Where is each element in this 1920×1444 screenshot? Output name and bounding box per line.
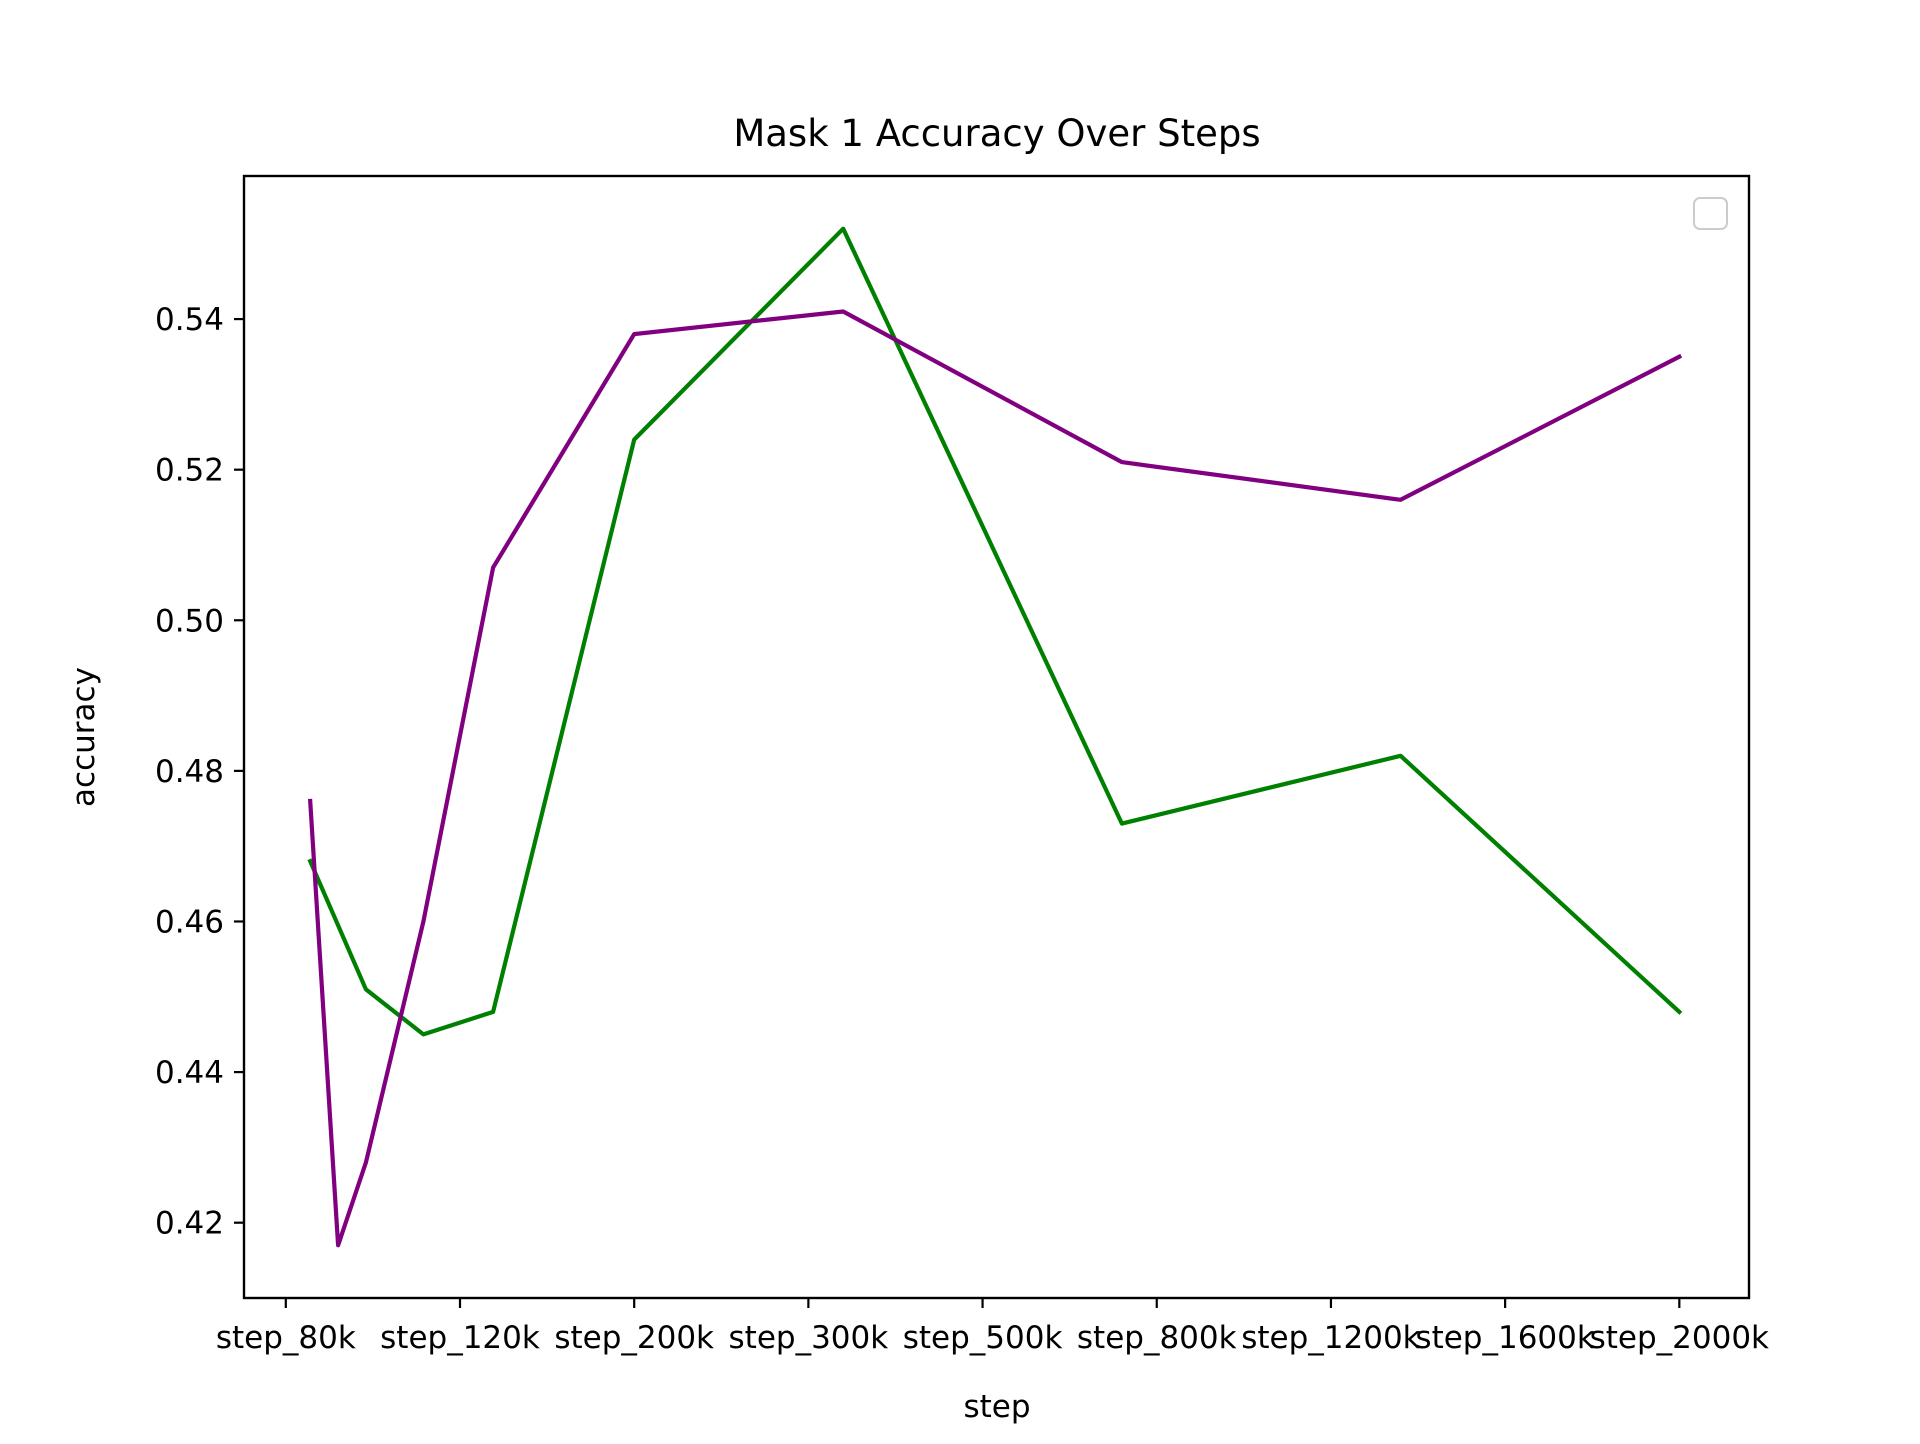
y-tick-label: 0.52 xyxy=(155,453,224,489)
series-line-2 xyxy=(307,309,1683,1248)
y-tick-label: 0.50 xyxy=(155,603,224,639)
x-axis-label: step xyxy=(963,1389,1030,1425)
x-tick-label: step_800k xyxy=(1077,1320,1237,1356)
y-axis-label: accuracy xyxy=(66,667,102,807)
y-tick-label: 0.44 xyxy=(155,1055,224,1091)
series-line-1 xyxy=(307,226,1683,1037)
y-tick-label: 0.48 xyxy=(155,754,224,790)
y-tick-label: 0.42 xyxy=(155,1206,224,1242)
y-tick-label: 0.54 xyxy=(155,302,224,338)
x-tick-label: step_2000k xyxy=(1590,1320,1769,1356)
y-tick-label: 0.46 xyxy=(155,904,224,940)
x-tick-label: step_80k xyxy=(216,1320,356,1356)
x-tick-label: step_1200k xyxy=(1241,1320,1420,1356)
plot-frame xyxy=(242,174,1751,1300)
x-tick-label: step_300k xyxy=(729,1320,889,1356)
x-tick-label: step_200k xyxy=(554,1320,714,1356)
legend-box xyxy=(1693,197,1728,230)
x-tick-label: step_1600k xyxy=(1415,1320,1594,1356)
chart-title: Mask 1 Accuracy Over Steps xyxy=(733,112,1260,155)
x-axis-ticks: step_80k step_120k step_200k step_300k step_… xyxy=(216,1298,1769,1356)
x-tick-label: step_120k xyxy=(380,1320,540,1356)
y-axis-ticks: 0.42 0.44 0.46 0.48 0.50 0.52 0.54 xyxy=(155,302,244,1242)
x-tick-label: step_500k xyxy=(903,1320,1063,1356)
series-layer xyxy=(307,226,1683,1248)
